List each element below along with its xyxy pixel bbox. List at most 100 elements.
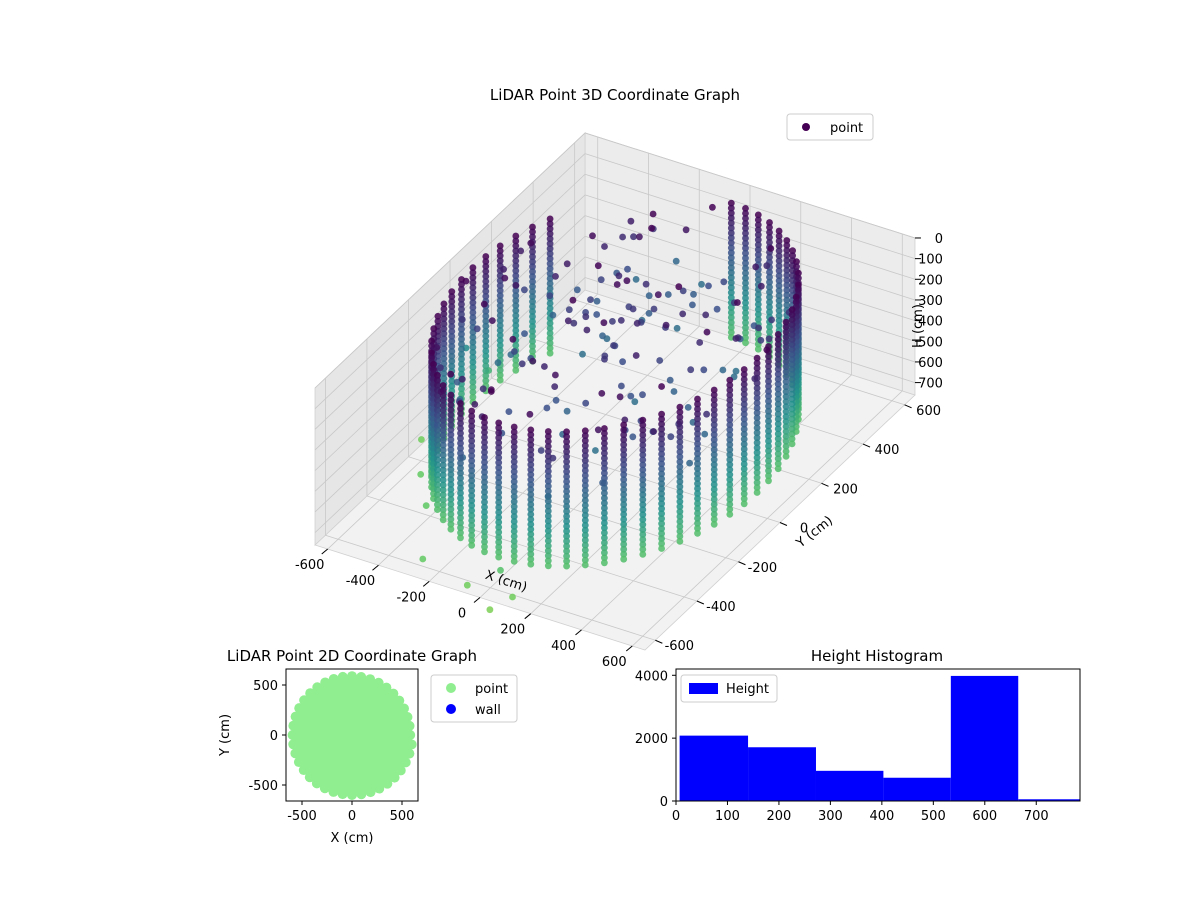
data-point	[496, 322, 504, 329]
data-point	[676, 498, 684, 505]
data-point	[774, 360, 782, 368]
data-point	[774, 355, 782, 363]
data-point	[434, 486, 441, 494]
data-point	[710, 416, 718, 424]
data-point	[440, 310, 448, 318]
data-point	[783, 281, 791, 289]
data-point	[546, 220, 554, 228]
data-point	[447, 411, 455, 419]
z-tick-label: 200	[918, 273, 943, 288]
data-point	[512, 307, 520, 314]
data-point	[527, 516, 535, 523]
data-point	[710, 510, 718, 518]
data-point	[563, 503, 570, 510]
data-point	[753, 469, 761, 476]
histogram-bar	[950, 675, 1019, 801]
data-point	[727, 304, 735, 311]
data-point	[510, 557, 518, 565]
data-point	[526, 410, 534, 418]
data-point	[710, 476, 718, 483]
data-point	[710, 515, 718, 523]
data-point	[434, 406, 441, 414]
data-point	[521, 286, 528, 294]
data-point	[726, 396, 734, 404]
data-point	[639, 456, 647, 464]
data-point	[468, 407, 476, 415]
data-point	[754, 271, 762, 278]
data-point	[753, 369, 761, 377]
data-point	[440, 375, 448, 382]
data-point	[676, 428, 684, 436]
data-point	[694, 520, 701, 527]
data-point	[753, 364, 761, 372]
data-point	[496, 351, 504, 359]
data-point	[658, 420, 665, 428]
data-point	[509, 335, 517, 343]
data-point	[658, 505, 665, 513]
data-point	[439, 466, 447, 474]
data-point	[529, 293, 536, 300]
data-point	[726, 421, 734, 429]
data-point	[447, 461, 455, 468]
data-point	[447, 391, 455, 399]
data-point	[754, 296, 762, 303]
chart-3d-title: LiDAR Point 3D Coordinate Graph	[490, 86, 740, 104]
data-point	[544, 517, 552, 525]
data-point	[512, 322, 520, 329]
data-point	[666, 376, 674, 384]
data-point	[447, 486, 455, 493]
data-point	[620, 421, 628, 429]
data-point	[795, 269, 802, 277]
data-point	[782, 333, 790, 341]
data-point	[620, 550, 628, 558]
data-point	[727, 204, 735, 212]
y-tick-mark	[655, 639, 663, 644]
data-point	[434, 491, 441, 498]
data-point	[710, 436, 718, 444]
data-point	[581, 432, 589, 440]
data-point	[742, 215, 749, 222]
data-point	[546, 349, 554, 357]
data-point	[422, 502, 430, 509]
data-point	[457, 509, 464, 517]
data-point	[468, 477, 476, 485]
data-point	[481, 548, 488, 556]
data-point	[527, 436, 535, 444]
data-point	[788, 435, 796, 443]
data-point	[782, 338, 790, 346]
data-point	[766, 229, 773, 236]
data-point	[458, 335, 465, 343]
data-point	[434, 441, 441, 449]
data-point	[774, 425, 782, 433]
data-point	[734, 299, 741, 306]
data-point	[494, 359, 502, 367]
data-point	[434, 481, 441, 489]
data-point	[581, 536, 589, 544]
data-point	[527, 560, 535, 568]
data-point	[434, 371, 441, 379]
data-point	[482, 278, 490, 285]
data-point	[783, 266, 791, 274]
data-point	[765, 392, 772, 400]
data-point	[481, 448, 488, 456]
data-point	[694, 515, 701, 522]
data-point	[720, 278, 728, 286]
data-point	[458, 385, 465, 393]
data-point	[694, 475, 701, 482]
data-point	[434, 501, 441, 508]
data-point	[448, 342, 456, 350]
data-point	[792, 298, 800, 306]
data-point	[782, 423, 790, 430]
data-point	[726, 486, 734, 493]
data-point	[546, 245, 554, 253]
data-point	[546, 305, 554, 312]
data-point	[676, 413, 684, 421]
data-point	[563, 552, 570, 560]
data-point	[521, 330, 528, 337]
data-point	[428, 349, 435, 357]
data-point	[563, 522, 570, 530]
data-point	[481, 528, 488, 536]
point	[319, 783, 330, 794]
data-point	[512, 252, 520, 260]
data-point	[468, 452, 476, 460]
